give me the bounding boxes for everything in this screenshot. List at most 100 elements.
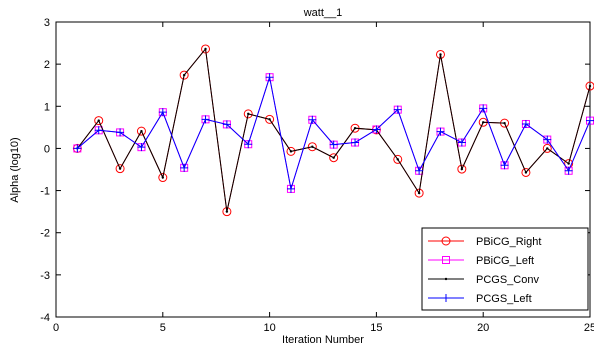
- data-point: [307, 142, 317, 152]
- series-PCGS_Conv: [76, 47, 592, 213]
- data-point: [201, 44, 211, 54]
- data-point: [521, 167, 531, 177]
- data-point: [500, 161, 509, 170]
- data-point: [182, 73, 186, 77]
- x-tick-label: 20: [477, 322, 489, 334]
- data-point: [393, 105, 402, 114]
- data-point: [265, 73, 274, 82]
- legend-label: PCGS_Left: [476, 293, 532, 305]
- chart-title: watt__1: [303, 7, 343, 19]
- data-point: [503, 121, 506, 125]
- legend-label: PBiCG_Right: [476, 236, 541, 248]
- data-point: [435, 49, 445, 59]
- data-point: [415, 166, 424, 175]
- data-point: [222, 120, 231, 129]
- data-point: [521, 119, 530, 128]
- data-point: [417, 191, 421, 195]
- x-tick-label: 15: [370, 322, 382, 334]
- data-point: [247, 112, 250, 116]
- data-point: [457, 138, 466, 147]
- data-point: [546, 147, 549, 150]
- data-point: [329, 140, 338, 149]
- data-point: [94, 126, 103, 135]
- y-tick-label: 2: [44, 59, 50, 71]
- y-tick-label: 3: [44, 17, 50, 29]
- data-point: [204, 47, 207, 51]
- legend-marker: [441, 236, 451, 246]
- data-point: [436, 127, 445, 136]
- legend-item: PBiCG_Left: [428, 255, 534, 267]
- y-tick-label: -3: [40, 270, 50, 282]
- data-point: [161, 176, 164, 179]
- data-point: [524, 171, 528, 174]
- series-layer: [72, 44, 594, 217]
- legend: PBiCG_Right PBiCG_Left PCGS_Conv PCGS_Left: [421, 227, 589, 311]
- data-point: [225, 210, 229, 213]
- series-PCGS_Left: [73, 73, 594, 193]
- data-point: [158, 108, 167, 117]
- data-point: [329, 153, 339, 163]
- data-point: [482, 121, 485, 124]
- data-point: [201, 115, 210, 124]
- data-point: [289, 150, 293, 153]
- data-point: [286, 146, 296, 156]
- data-point: [372, 125, 381, 134]
- x-tick-label: 5: [160, 322, 166, 334]
- data-point: [94, 116, 104, 126]
- legend-label: PBiCG_Left: [476, 255, 534, 267]
- data-point: [414, 188, 424, 198]
- legend-marker: [442, 256, 450, 264]
- legend-marker: [442, 294, 450, 302]
- y-tick-label: 1: [44, 101, 50, 113]
- x-tick-label: 0: [53, 322, 59, 334]
- data-point: [564, 166, 573, 175]
- data-point: [243, 109, 253, 119]
- data-point: [116, 128, 125, 137]
- data-point: [586, 116, 594, 125]
- data-point: [543, 135, 552, 144]
- data-point: [137, 143, 146, 152]
- data-point: [115, 164, 125, 174]
- data-point: [542, 143, 552, 153]
- data-point: [73, 144, 82, 153]
- legend-label: PCGS_Conv: [476, 274, 539, 286]
- data-point: [265, 114, 275, 124]
- data-point: [118, 167, 122, 170]
- data-point: [396, 158, 399, 161]
- data-point: [460, 167, 464, 171]
- axis-ticks: 0 5 10 15 20 25 -4 -3 -2 -1 0 1 2 3: [40, 17, 594, 334]
- data-point: [353, 127, 357, 130]
- y-tick-label: -1: [40, 186, 50, 198]
- y-tick-label: -4: [40, 312, 50, 324]
- data-point: [588, 84, 592, 88]
- data-point: [268, 118, 271, 121]
- data-point: [479, 104, 488, 113]
- legend-item: PCGS_Conv: [428, 274, 539, 286]
- data-point: [439, 53, 442, 56]
- data-point: [286, 184, 295, 193]
- data-point: [332, 156, 335, 159]
- data-point: [222, 207, 232, 217]
- data-point: [97, 119, 100, 122]
- y-tick-label: 0: [44, 143, 50, 155]
- data-point: [140, 129, 143, 133]
- data-point: [585, 81, 594, 91]
- data-point: [311, 145, 314, 148]
- data-point: [457, 164, 467, 174]
- legend-item: PBiCG_Right: [428, 236, 541, 248]
- data-point: [180, 163, 189, 172]
- x-tick-label: 10: [263, 322, 275, 334]
- legend-item: PCGS_Left: [428, 293, 532, 305]
- data-point: [351, 138, 360, 147]
- y-axis-title: Alpha (log10): [9, 137, 21, 202]
- data-point: [567, 162, 570, 165]
- x-tick-label: 25: [584, 322, 594, 334]
- x-axis-title: Iteration Number: [282, 334, 364, 346]
- data-point: [393, 154, 403, 164]
- data-point: [179, 70, 189, 80]
- y-tick-label: -2: [40, 228, 50, 240]
- data-point: [244, 140, 253, 149]
- legend-marker: [444, 277, 448, 281]
- data-point: [308, 115, 317, 124]
